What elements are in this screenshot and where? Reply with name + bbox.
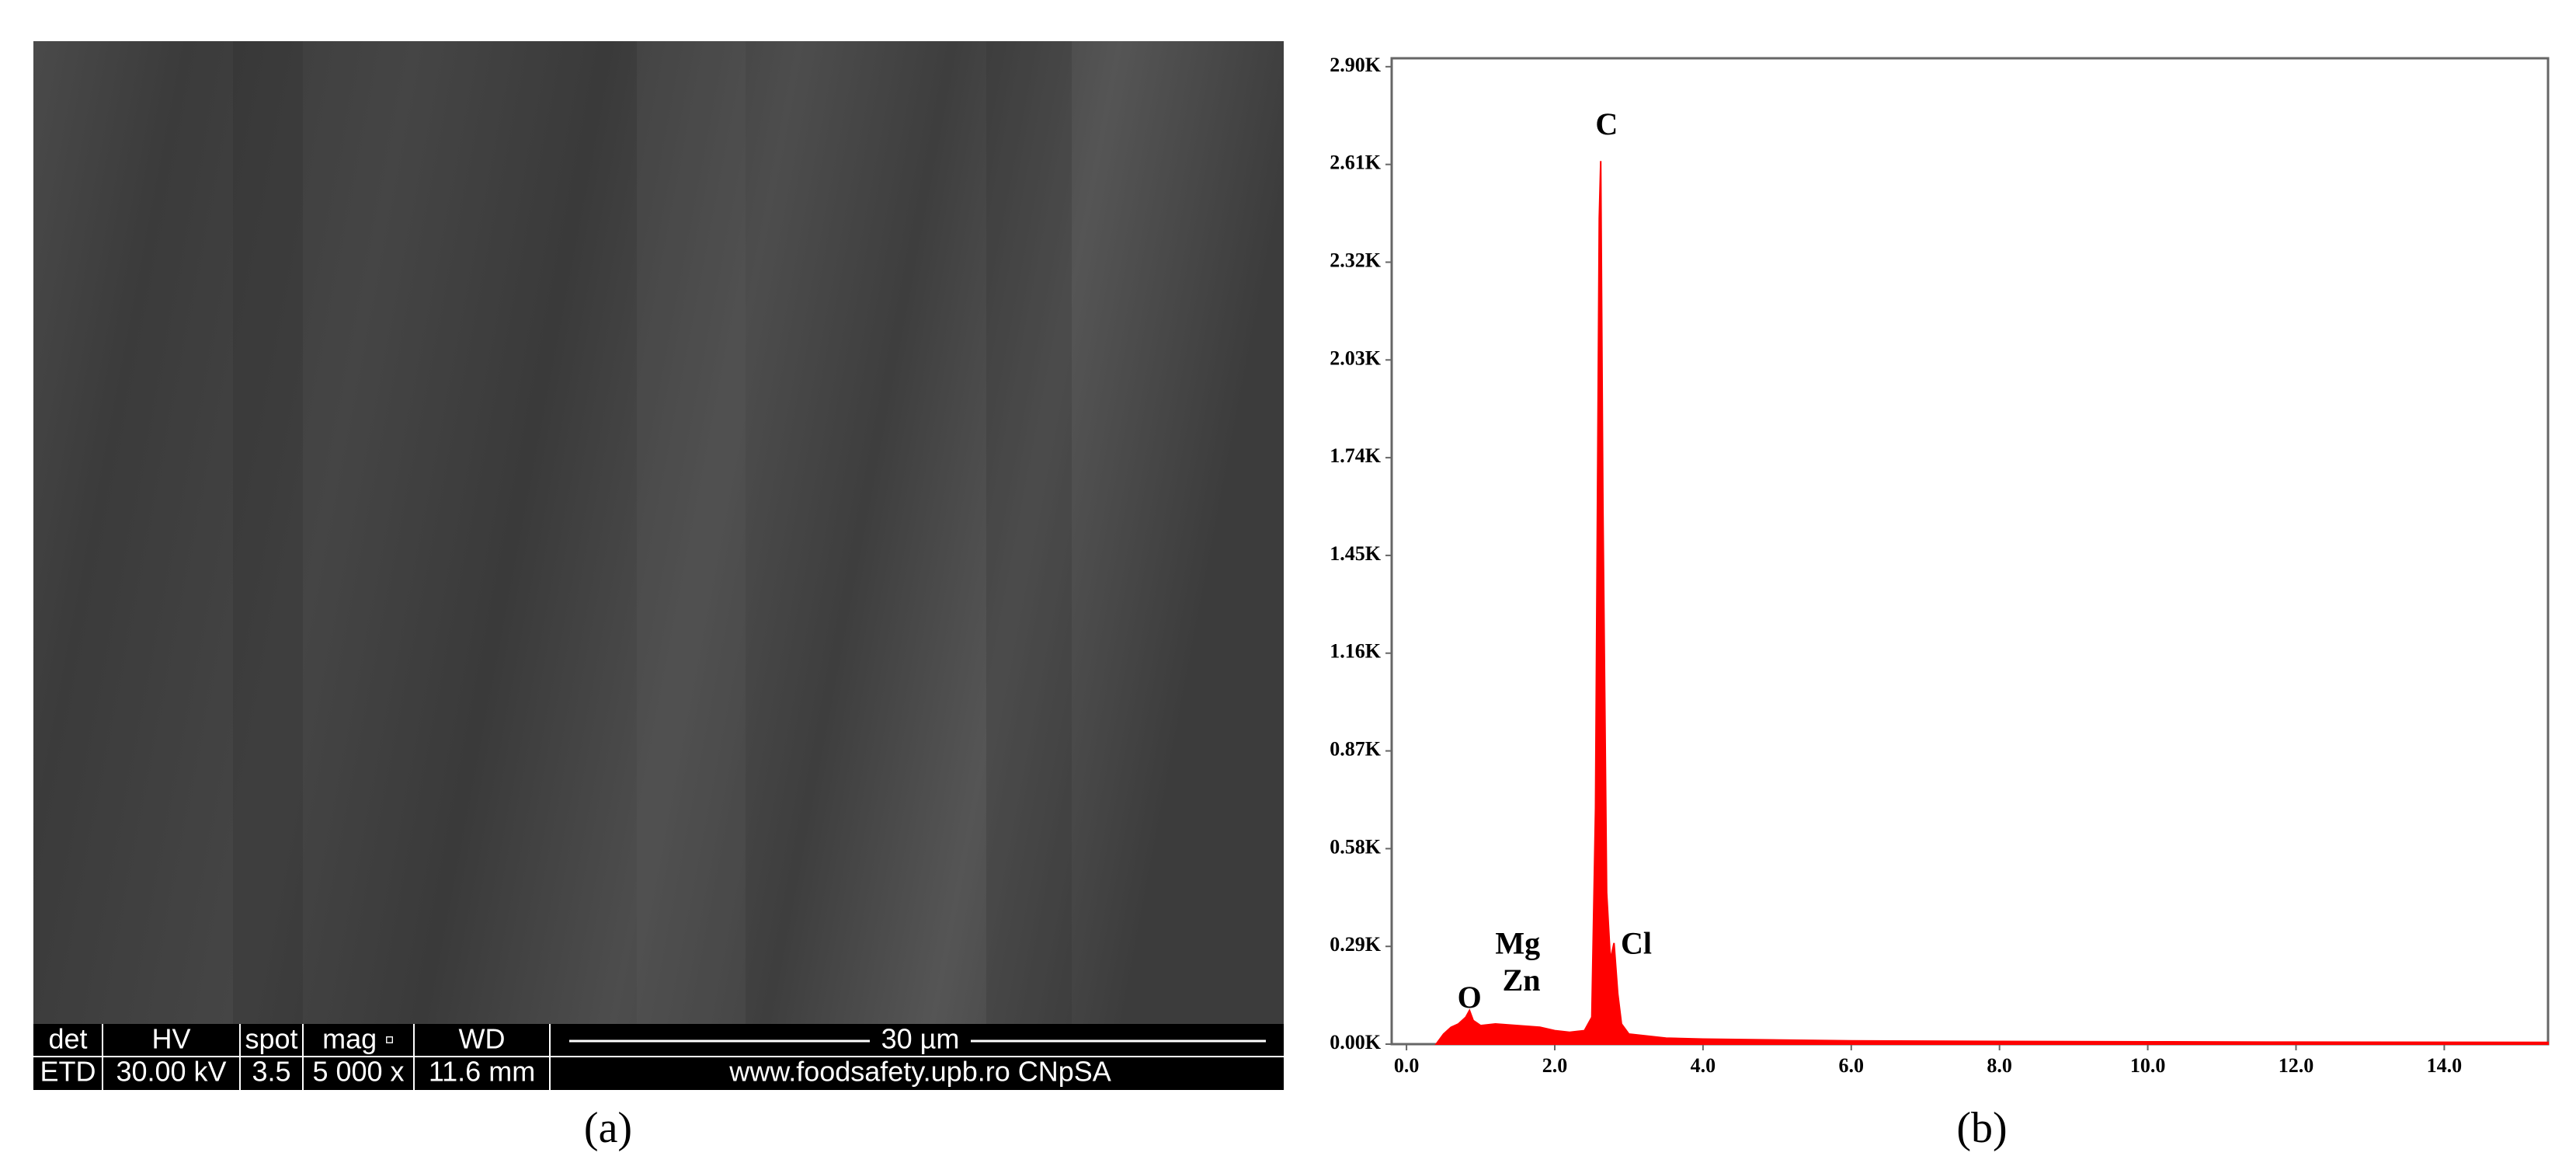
- element-label: C: [1595, 106, 1618, 141]
- sem-texture: [233, 41, 1072, 1024]
- plot-frame: [1390, 57, 2550, 1046]
- x-tick-label: 4.0: [1691, 1054, 1716, 1077]
- info-value: 3.5: [252, 1056, 290, 1088]
- x-tick-label: 6.0: [1839, 1054, 1865, 1077]
- x-tick-label: 2.0: [1542, 1054, 1568, 1077]
- info-header: det: [48, 1023, 87, 1055]
- info-header: spot: [245, 1023, 297, 1055]
- caption: (b): [1956, 1104, 2007, 1152]
- y-tick-label: 2.03K: [1330, 346, 1382, 369]
- y-tick-label: 0.29K: [1330, 933, 1382, 956]
- element-label: Zn: [1503, 963, 1541, 998]
- y-tick-label: 1.74K: [1330, 444, 1382, 467]
- x-tick-label: 10.0: [2130, 1054, 2166, 1077]
- scale-bar-label: 30 µm: [881, 1023, 960, 1055]
- x-tick-label: 0.0: [1394, 1054, 1420, 1077]
- info-footer: www.foodsafety.upb.ro CNpSA: [728, 1056, 1111, 1088]
- y-tick-label: 2.90K: [1330, 54, 1382, 76]
- x-tick-label: 12.0: [2279, 1054, 2314, 1077]
- y-tick-label: 0.58K: [1330, 835, 1382, 858]
- element-label: O: [1458, 980, 1482, 1015]
- info-header: HV: [151, 1023, 190, 1055]
- sem-image: [33, 41, 1284, 1024]
- x-tick-label: 8.0: [1987, 1054, 2012, 1077]
- x-tick-label: 14.0: [2427, 1054, 2463, 1077]
- info-value: ETD: [40, 1056, 96, 1088]
- y-tick-label: 0.87K: [1330, 738, 1382, 761]
- info-value: 11.6 mm: [429, 1056, 535, 1088]
- info-value: 5 000 x: [312, 1056, 404, 1088]
- info-dividers: [33, 1024, 1284, 1090]
- y-tick-label: 2.32K: [1330, 249, 1382, 271]
- caption: (a): [584, 1104, 632, 1152]
- info-header: WD: [459, 1023, 506, 1055]
- info-value: 30.00 kV: [116, 1056, 226, 1088]
- y-tick-label: 1.16K: [1330, 640, 1382, 663]
- spectrum: [1434, 161, 2549, 1045]
- y-tick-label: 2.61K: [1330, 151, 1382, 174]
- y-tick-label: 0.00K: [1330, 1031, 1382, 1053]
- y-tick-label: 1.45K: [1330, 542, 1382, 565]
- element-label: Mg: [1495, 925, 1540, 960]
- element-label: Cl: [1621, 925, 1652, 960]
- info-header: mag ▫: [322, 1023, 395, 1055]
